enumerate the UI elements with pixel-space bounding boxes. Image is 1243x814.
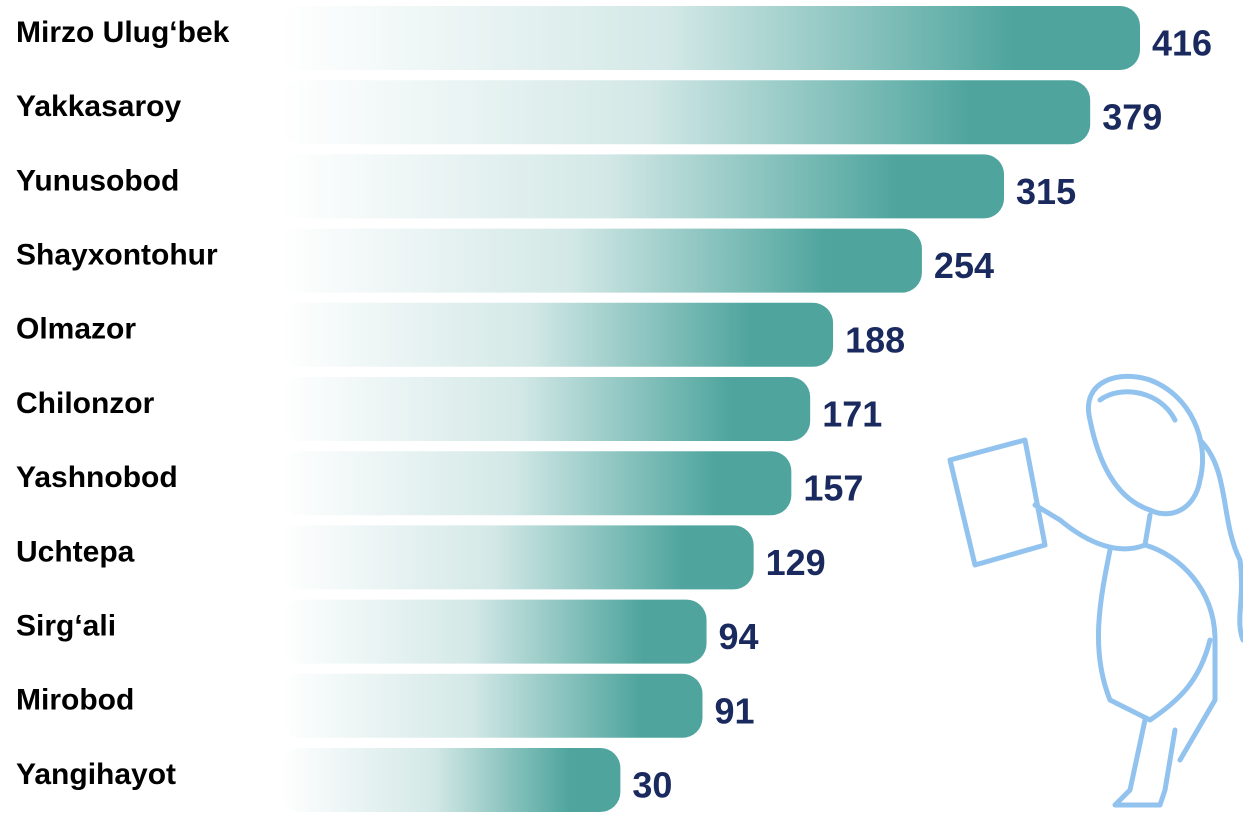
value-label: 129 xyxy=(766,542,826,583)
value-label: 254 xyxy=(934,245,994,286)
category-label: Yangihayot xyxy=(16,758,176,791)
value-label: 157 xyxy=(803,468,863,509)
bar xyxy=(280,674,703,738)
value-label: 188 xyxy=(845,319,905,360)
value-label: 30 xyxy=(632,765,672,806)
category-label: Chilonzor xyxy=(16,387,155,420)
category-label: Yunusobod xyxy=(16,164,179,197)
category-label: Yashnobod xyxy=(16,461,178,494)
category-label: Sirg‘ali xyxy=(16,610,116,643)
bar xyxy=(280,303,833,367)
category-label: Shayxontohur xyxy=(16,239,218,272)
chart: Mirzo Ulug‘bek 416 Yakkasaroy 379 Yunusobod 3… xyxy=(0,0,1243,814)
category-label: Mirzo Ulug‘bek xyxy=(16,16,230,49)
bar xyxy=(280,80,1090,144)
bar xyxy=(280,748,620,812)
bar xyxy=(280,154,1004,218)
value-label: 315 xyxy=(1016,171,1076,212)
bar xyxy=(280,451,791,515)
bar xyxy=(280,229,922,293)
bar xyxy=(280,600,707,664)
category-label: Uchtepa xyxy=(16,535,135,568)
bar xyxy=(280,525,754,589)
value-label: 379 xyxy=(1102,97,1162,138)
category-label: Mirobod xyxy=(16,684,134,717)
illustration xyxy=(950,376,1243,805)
value-label: 171 xyxy=(822,394,882,435)
bar xyxy=(280,377,810,441)
value-label: 91 xyxy=(715,690,755,731)
page: {"chart_data": {"type": "bar", "orientat… xyxy=(0,0,1243,814)
value-label: 416 xyxy=(1152,23,1212,64)
bar xyxy=(280,6,1140,70)
category-label: Olmazor xyxy=(16,313,136,346)
value-label: 94 xyxy=(719,616,759,657)
category-label: Yakkasaroy xyxy=(16,90,181,123)
